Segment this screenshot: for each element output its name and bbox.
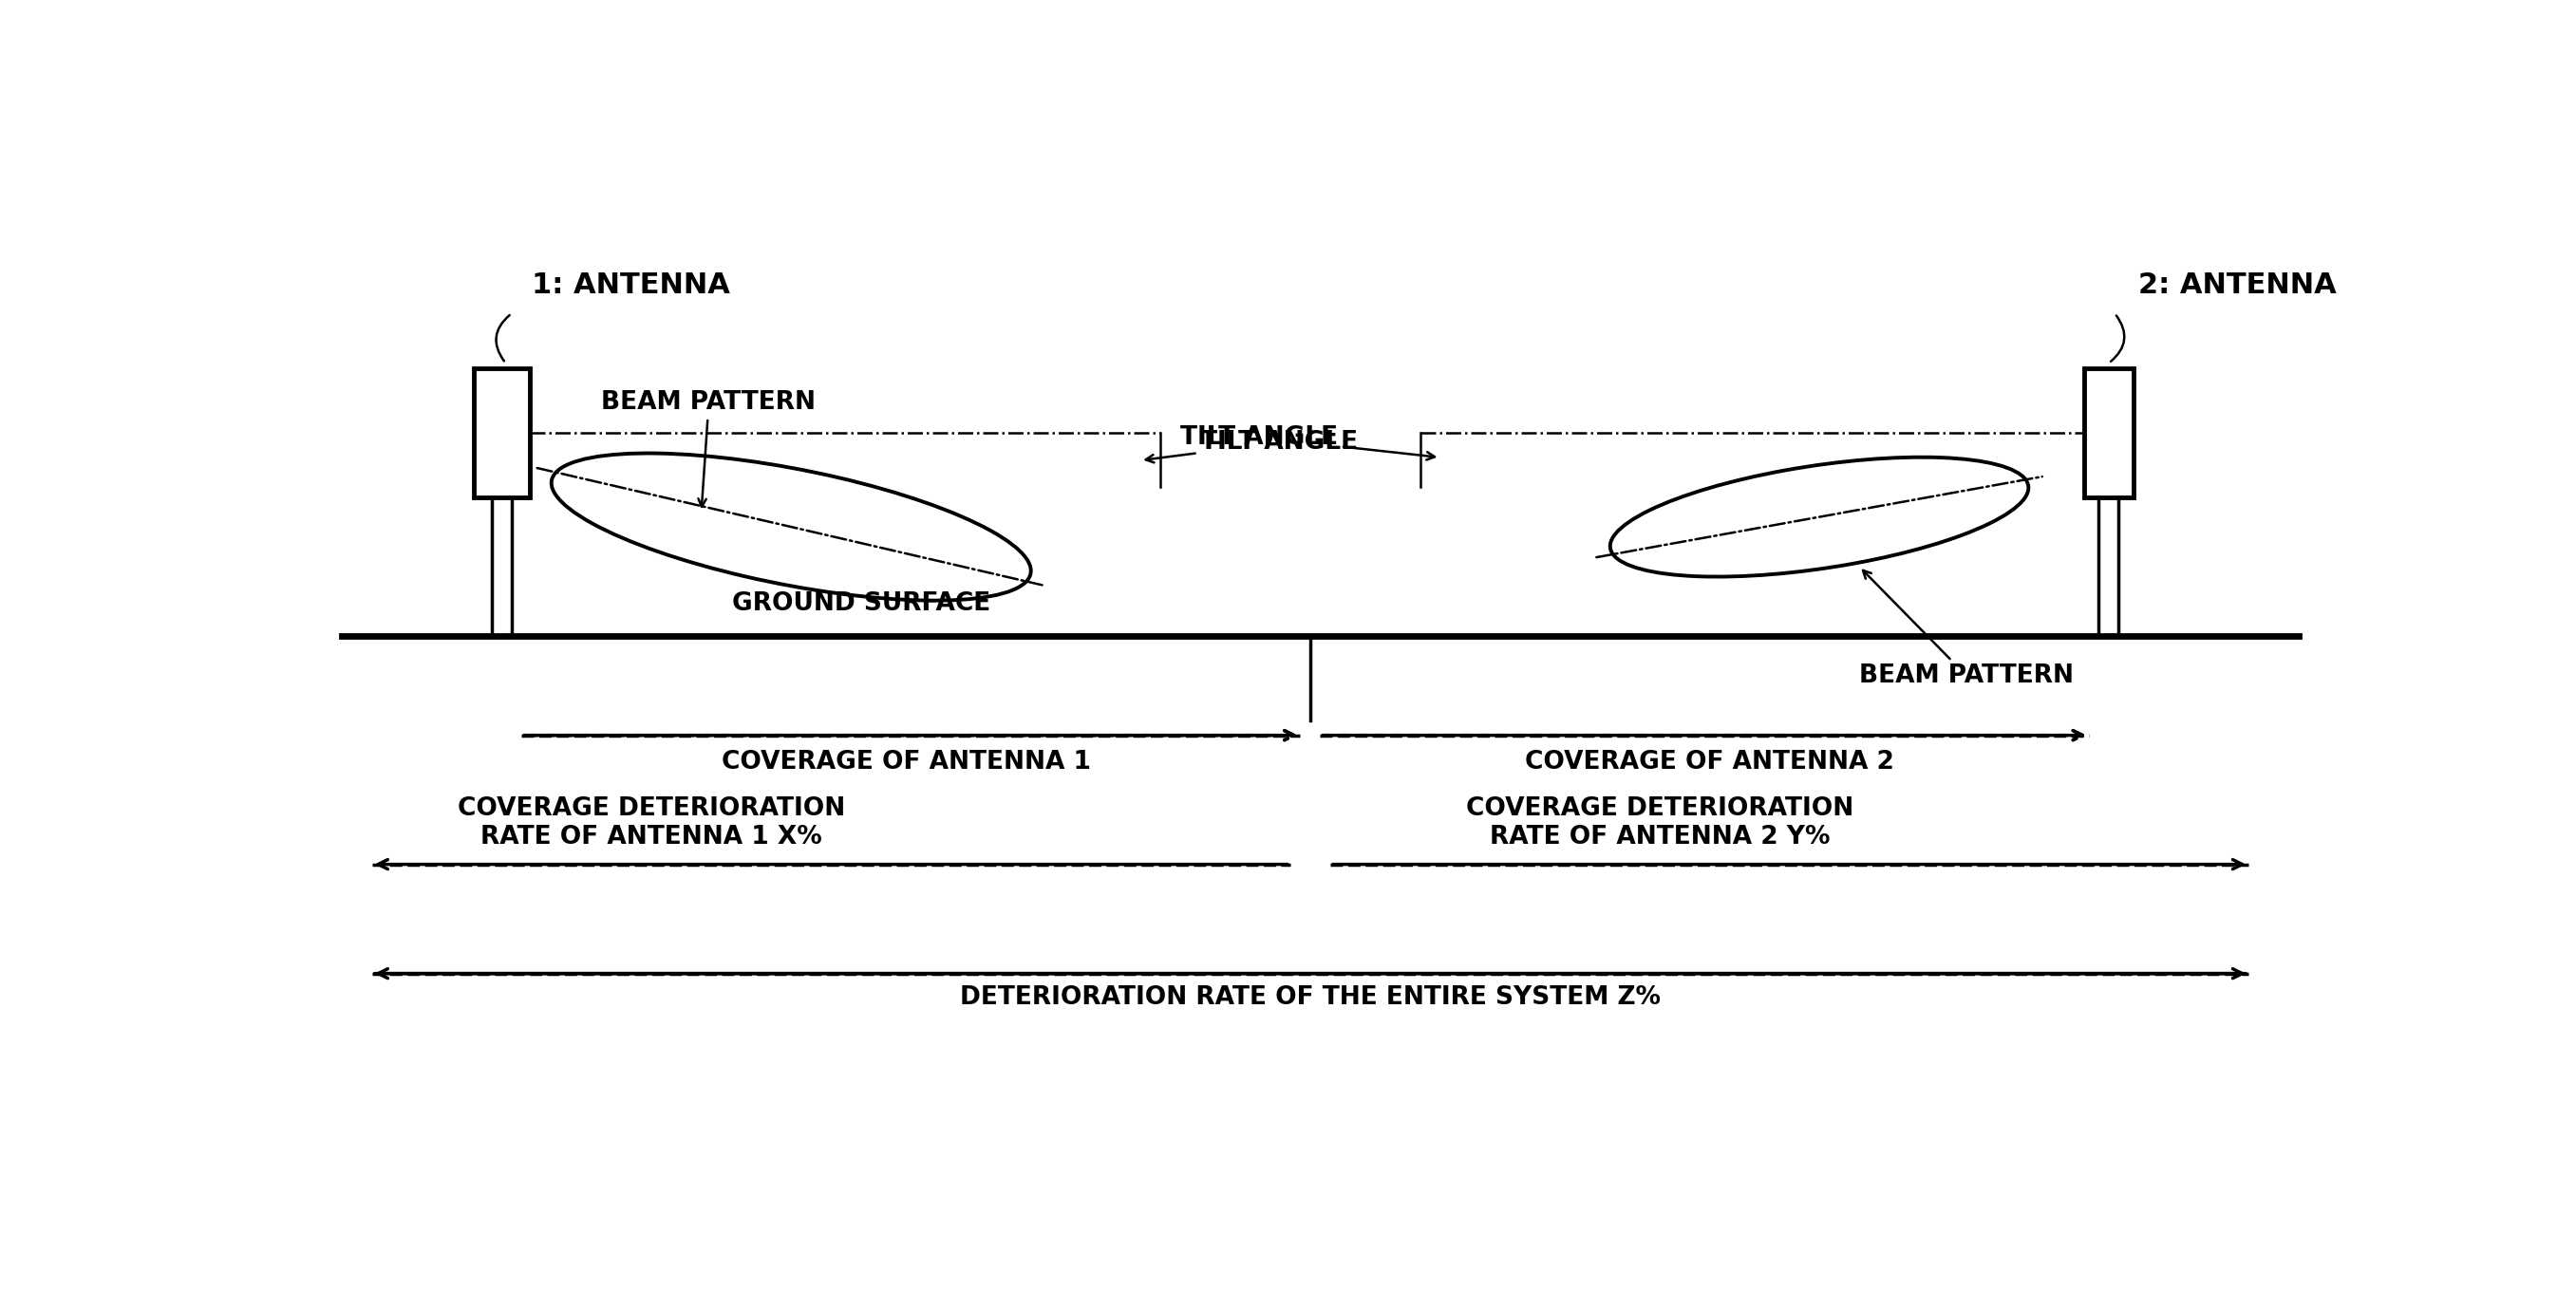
Text: TILT ANGLE: TILT ANGLE <box>1146 431 1358 463</box>
Text: TILT ANGLE: TILT ANGLE <box>1180 425 1435 460</box>
Text: 1: ANTENNA: 1: ANTENNA <box>531 271 729 299</box>
Text: GROUND SURFACE: GROUND SURFACE <box>732 592 989 616</box>
Text: COVERAGE OF ANTENNA 1: COVERAGE OF ANTENNA 1 <box>721 750 1090 775</box>
Text: COVERAGE DETERIORATION
RATE OF ANTENNA 1 X%: COVERAGE DETERIORATION RATE OF ANTENNA 1… <box>459 797 845 849</box>
Text: BEAM PATTERN: BEAM PATTERN <box>1860 570 2074 688</box>
Text: BEAM PATTERN: BEAM PATTERN <box>603 391 817 507</box>
Text: DETERIORATION RATE OF THE ENTIRE SYSTEM Z%: DETERIORATION RATE OF THE ENTIRE SYSTEM … <box>961 985 1662 1011</box>
Bar <box>2084 369 2133 498</box>
Bar <box>474 369 531 498</box>
Text: 2: ANTENNA: 2: ANTENNA <box>2138 271 2336 299</box>
Text: COVERAGE OF ANTENNA 2: COVERAGE OF ANTENNA 2 <box>1525 750 1893 775</box>
Text: COVERAGE DETERIORATION
RATE OF ANTENNA 2 Y%: COVERAGE DETERIORATION RATE OF ANTENNA 2… <box>1466 797 1852 849</box>
